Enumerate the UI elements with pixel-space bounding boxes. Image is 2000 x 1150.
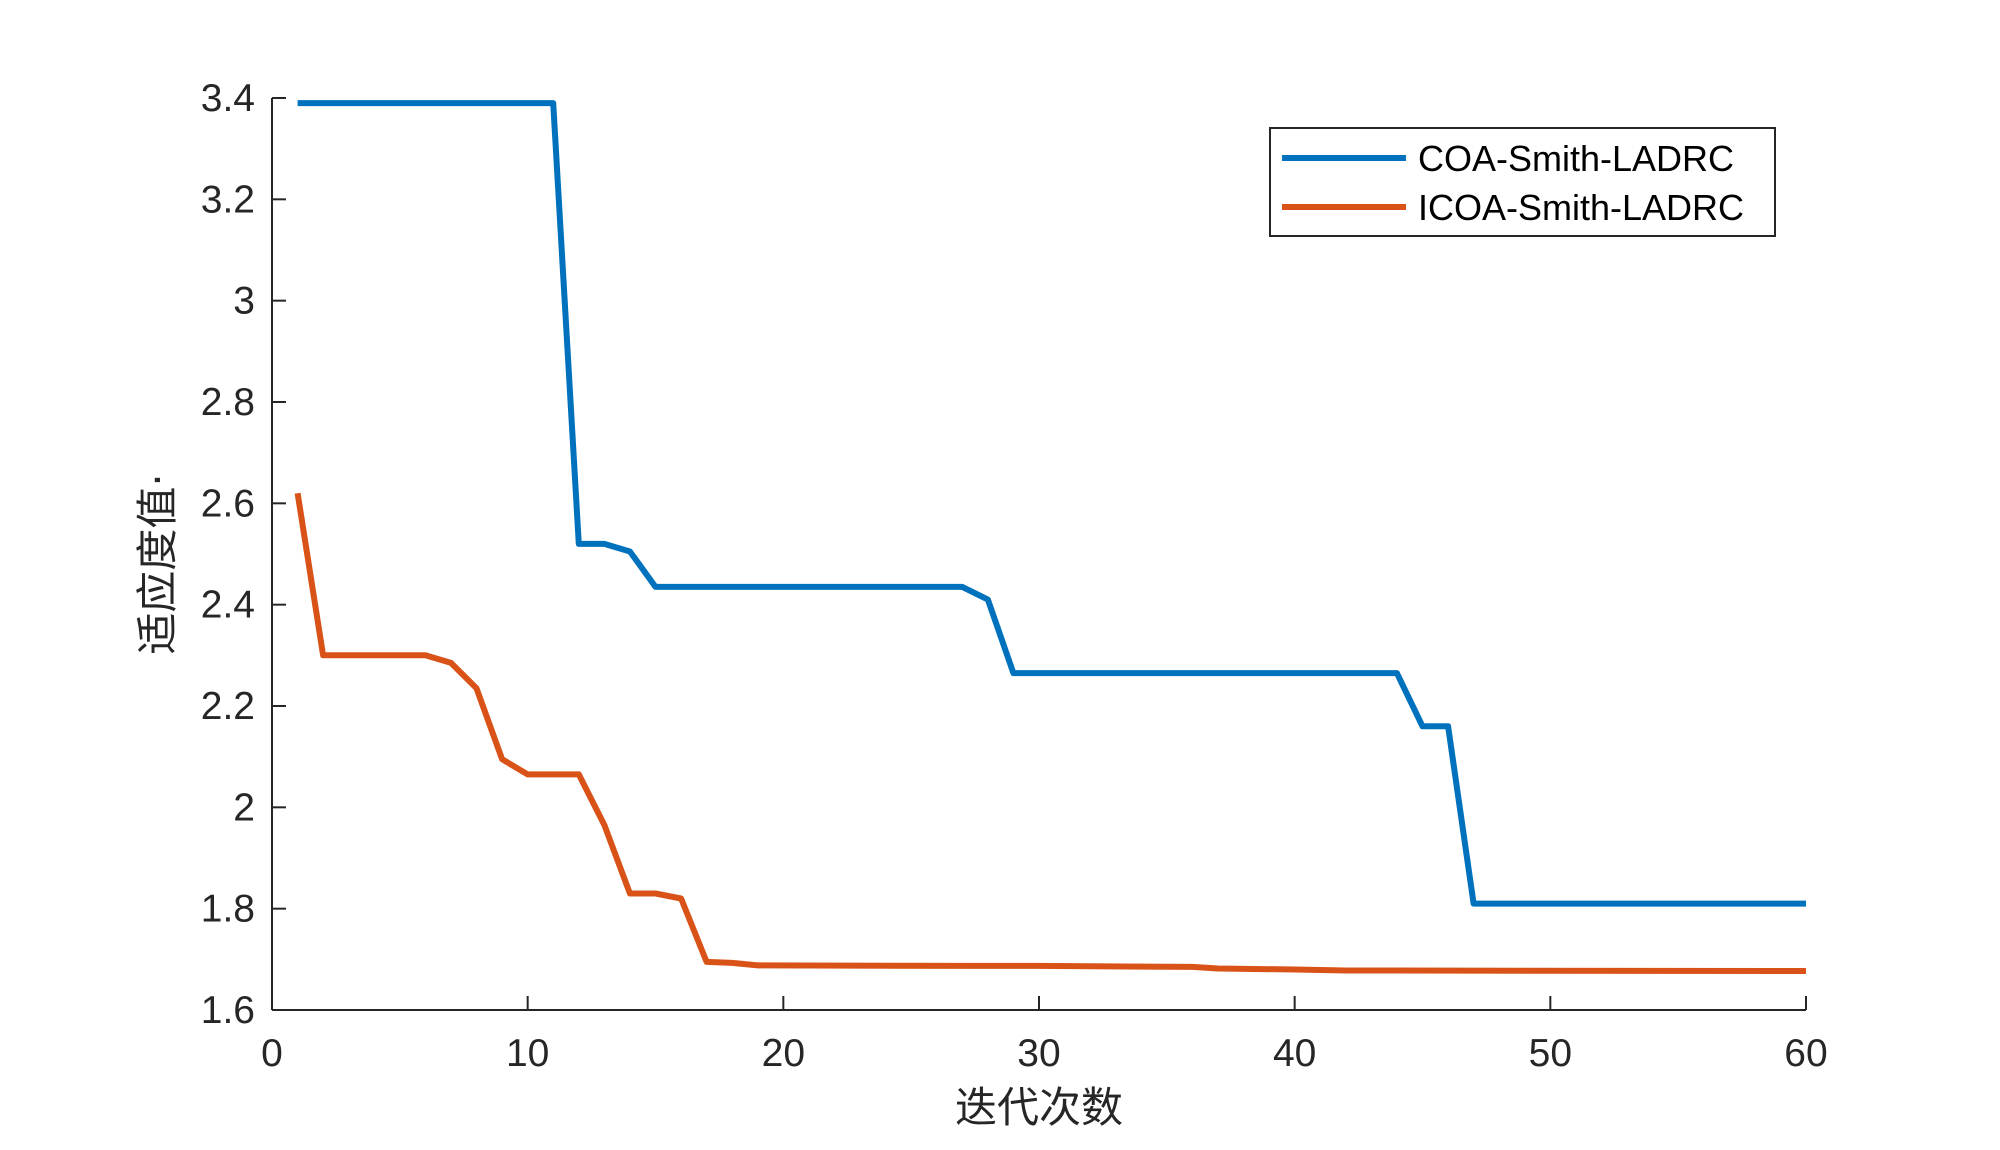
- y-tick-label: 2.4: [201, 584, 255, 627]
- series-layer: [294, 100, 1807, 974]
- y-tick-label: 1.8: [201, 888, 255, 931]
- y-tick-label: 3.2: [201, 178, 255, 221]
- plot-area: 0 10 20 30 40 50 60 1.6 1.8 2 2.2 2.4 2.6 2.8 3 3.2 3.4: [201, 77, 1828, 1075]
- series-line: [297, 100, 1806, 907]
- x-tick-label: 0: [261, 1032, 283, 1075]
- y-ticks: 1.6 1.8 2 2.2 2.4 2.6 2.8 3 3.2 3.4: [201, 77, 286, 1032]
- y-tick-label: 3.4: [201, 77, 255, 120]
- y-tick-label: 1.6: [201, 989, 255, 1032]
- y-tick-label: 3: [233, 280, 255, 323]
- x-tick-label: 30: [1017, 1032, 1060, 1075]
- x-tick-label: 50: [1529, 1032, 1572, 1075]
- y-tick-label: 2.2: [201, 685, 255, 728]
- legend-label: COA-Smith-LADRC: [1418, 138, 1734, 179]
- y-tick-label: 2.6: [201, 482, 255, 525]
- x-tick-label: 20: [762, 1032, 805, 1075]
- x-tick-label: 40: [1273, 1032, 1316, 1075]
- y-tick-label: 2: [233, 786, 255, 829]
- x-tick-label: 10: [506, 1032, 549, 1075]
- x-axis-title: 迭代次数: [955, 1083, 1123, 1132]
- series-line: [294, 492, 1807, 974]
- legend-box: [1269, 127, 1776, 237]
- x-ticks: 0 10 20 30 40 50 60: [261, 996, 1828, 1075]
- y-tick-label: 2.8: [201, 381, 255, 424]
- x-tick-label: 60: [1784, 1032, 1827, 1075]
- legend-label: ICOA-Smith-LADRC: [1418, 187, 1744, 228]
- legend: COA-Smith-LADRC ICOA-Smith-LADRC: [1269, 127, 1776, 237]
- y-axis-title: 适应度值·: [133, 473, 182, 654]
